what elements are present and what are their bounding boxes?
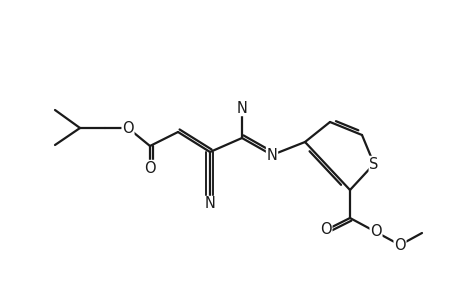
Text: N: N [236,100,247,116]
Text: S: S [369,157,378,172]
Text: O: O [369,224,381,239]
Text: N: N [266,148,277,163]
Text: O: O [144,160,156,175]
Text: N: N [204,196,215,211]
Text: O: O [122,121,134,136]
Text: O: O [393,238,405,253]
Text: O: O [319,223,331,238]
